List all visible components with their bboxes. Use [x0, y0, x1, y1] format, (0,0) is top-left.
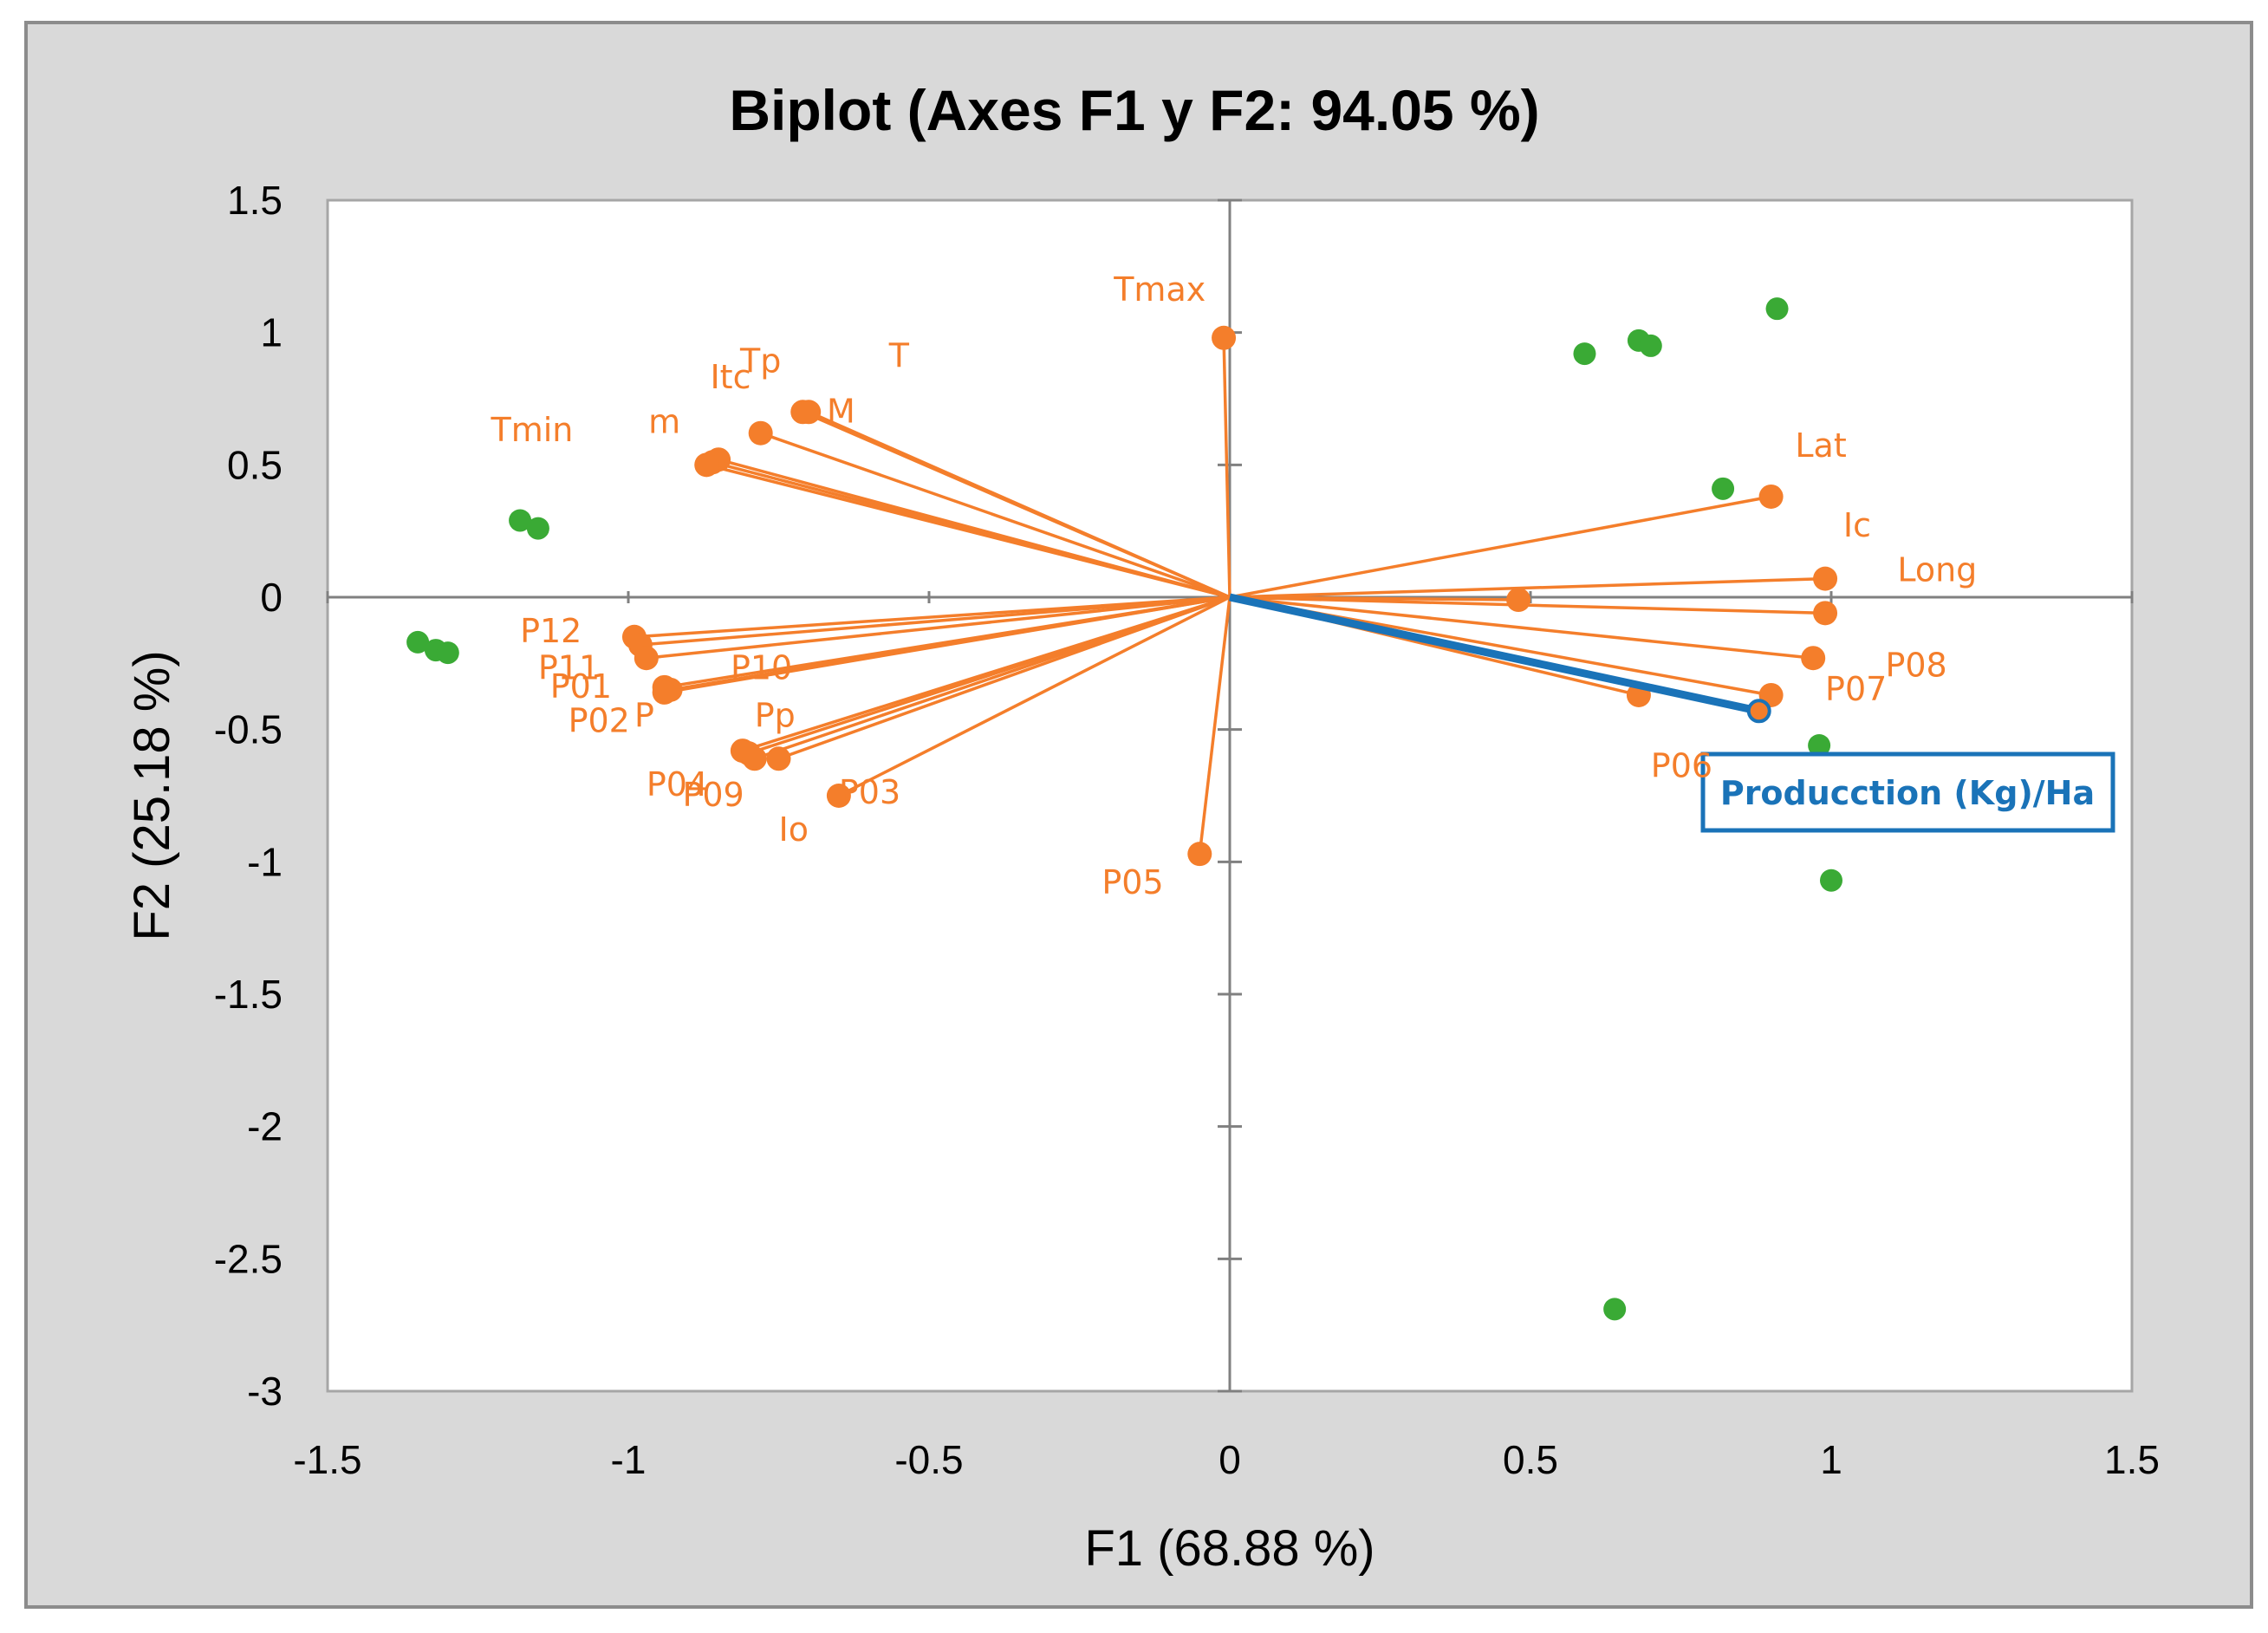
label-tp: Tp [739, 342, 781, 380]
x-tick-label: -1 [611, 1437, 647, 1482]
x-tick-label: 0.5 [1503, 1437, 1558, 1482]
observation-point [1712, 477, 1735, 500]
vector-lat [1229, 495, 1771, 599]
production-vector-line [1229, 593, 1760, 715]
label-ic: Ic [1843, 506, 1871, 544]
label-p01: P01 [550, 667, 612, 706]
vector-tp [760, 432, 1231, 599]
y-tick-label: 0.5 [227, 442, 283, 487]
vector-p05 [1198, 596, 1231, 855]
label-p11: P11 [538, 649, 600, 687]
label-p04: P04 [647, 765, 708, 803]
chart-title: Biplot (Axes F1 y F2: 94.05 %) [729, 78, 1539, 142]
vector-p11 [640, 595, 1231, 647]
vector-point-p03 [826, 784, 851, 808]
production-vector: Producction (Kg)/Ha [1229, 593, 2115, 833]
vector-point-p01 [634, 646, 659, 671]
observation-point [1603, 1298, 1627, 1321]
y-axis-label: F2 (25.18 %) [124, 650, 180, 940]
label-long: Long [1897, 551, 1977, 589]
observation-point [1573, 342, 1596, 366]
y-tick-label: 0 [260, 575, 283, 620]
vector-point-lat [1758, 484, 1784, 509]
vector-p08 [1229, 595, 1814, 660]
vector-point-p [652, 680, 677, 705]
label-p02: P02 [569, 702, 630, 740]
x-tick-label: 0 [1218, 1437, 1241, 1482]
label-p05: P05 [1102, 863, 1163, 901]
label-tmin: Tmin [491, 411, 574, 449]
vector-point-p09 [742, 746, 767, 771]
y-tick-label: 1.5 [227, 178, 283, 223]
observation-point [406, 630, 430, 654]
vector-point-tmax [1212, 325, 1237, 350]
y-tick-label: -1 [247, 839, 283, 884]
tick-labels: -1.5 -1 -0.5 0 0.5 1 1.5 -3 -2.5 -2 -1.5 -1 -0.5 0 0.5… [214, 178, 2160, 1482]
vector-point-tp [748, 420, 773, 446]
x-tick-label: 1 [1820, 1437, 1842, 1482]
observation-point [1808, 733, 1831, 757]
label-p06: P06 [1651, 747, 1712, 785]
label-lat: Lat [1795, 426, 1846, 465]
label-p08: P08 [1885, 647, 1946, 685]
label-m: M [827, 392, 855, 430]
x-tick-label: 1.5 [2104, 1437, 2160, 1482]
label-itc: Itc [710, 358, 751, 396]
label-pp: Pp [755, 697, 796, 735]
vector-p01 [646, 595, 1231, 660]
label-m: m [648, 403, 680, 441]
y-tick-label: -2.5 [214, 1236, 283, 1281]
x-axis-label: F1 (68.88 %) [1084, 1520, 1374, 1577]
production-label-box [1700, 751, 2115, 833]
vector-io [777, 595, 1231, 760]
vector-point-p05 [1187, 842, 1212, 867]
vector-m [808, 410, 1231, 599]
vector-point-ic [1813, 566, 1838, 591]
vector-point-long [1813, 601, 1838, 626]
y-tick-label: -3 [247, 1369, 283, 1414]
vector-unnamed [1229, 595, 1519, 602]
y-tick-label: -0.5 [214, 707, 283, 752]
vector-point-m [796, 400, 822, 425]
vector-point-unnamed [1506, 588, 1531, 613]
observation-points [406, 297, 1842, 1321]
y-tick-label: -2 [247, 1104, 283, 1149]
vector-tmin [705, 463, 1231, 599]
observation-point [526, 517, 549, 540]
observation-point [509, 509, 532, 532]
label-p03: P03 [839, 773, 900, 811]
variable-vectors [621, 325, 1838, 867]
label-p07: P07 [1825, 670, 1887, 708]
x-tick-label: -1.5 [293, 1437, 361, 1482]
production-vector-point [1746, 699, 1771, 724]
vector-tmax [1222, 337, 1231, 598]
observation-point [1820, 869, 1842, 892]
vector-point-tmin [694, 452, 719, 478]
vector-ic [1229, 576, 1826, 599]
vector-point-io [766, 746, 791, 771]
production-label: Producction (Kg)/Ha [1720, 774, 2095, 812]
observation-point [1639, 334, 1662, 357]
label-p09: P09 [682, 776, 744, 814]
label-p: P [634, 697, 654, 735]
label-tmax: Tmax [1113, 270, 1205, 309]
y-tick-label: 1 [260, 310, 283, 355]
observation-point [1765, 297, 1789, 321]
observation-point [436, 641, 459, 665]
label-io: Io [779, 810, 809, 849]
vector-point-p08 [1801, 646, 1826, 671]
x-tick-label: -0.5 [894, 1437, 963, 1482]
vector-p04 [742, 595, 1231, 752]
label-t: T [888, 336, 910, 374]
vector-p [664, 595, 1231, 694]
label-p12: P12 [520, 612, 582, 650]
vector-p03 [838, 595, 1231, 797]
y-tick-label: -1.5 [214, 972, 283, 1017]
label-p10: P10 [731, 649, 792, 687]
